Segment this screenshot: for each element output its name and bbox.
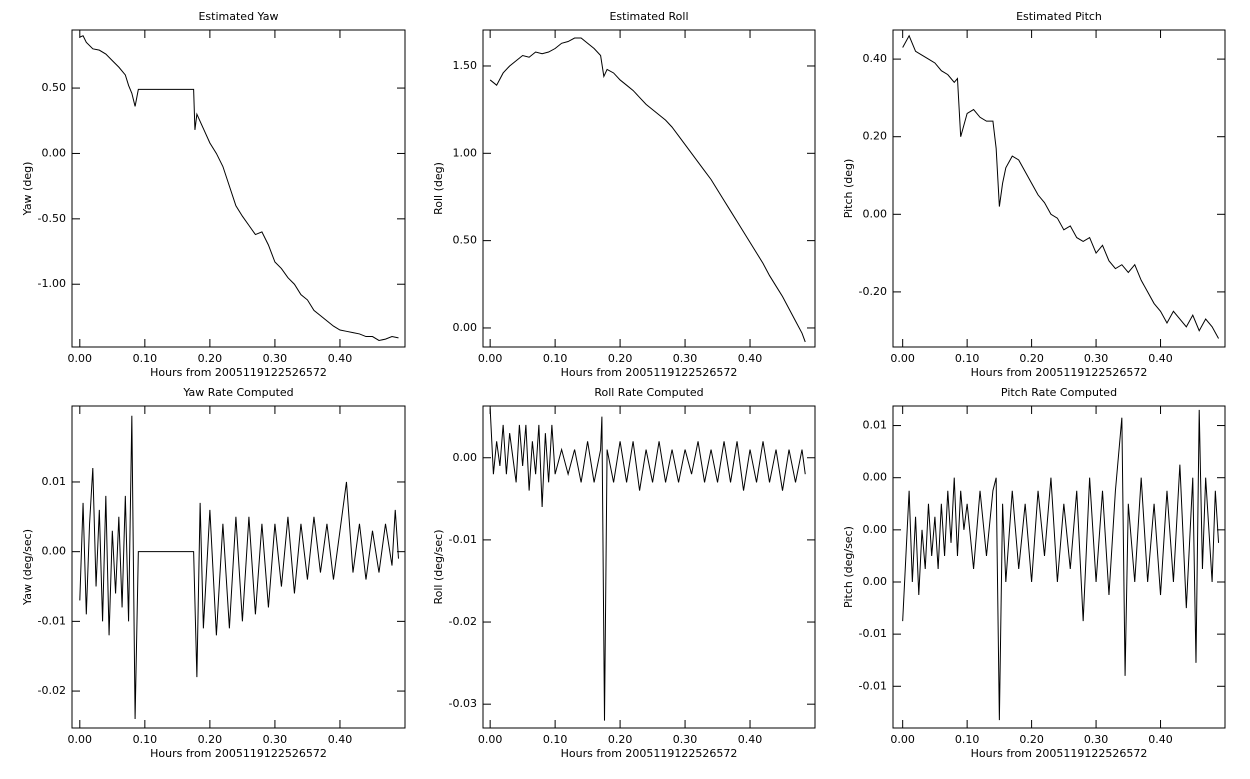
chart-title: Estimated Roll	[609, 10, 688, 23]
data-line	[902, 34, 1219, 339]
x-tick-label: 0.10	[543, 352, 568, 365]
y-axis-label: Yaw (deg)	[21, 162, 34, 217]
x-tick-label: 0.30	[1084, 733, 1109, 746]
y-tick-label: 1.50	[453, 59, 478, 72]
x-tick-label: 0.00	[68, 733, 93, 746]
y-tick-label: -0.01	[449, 533, 477, 546]
y-tick-label: -0.01	[859, 679, 887, 692]
y-tick-label: -0.02	[449, 615, 477, 628]
x-tick-label: 0.40	[738, 352, 763, 365]
plot-frame	[71, 29, 406, 348]
y-tick-label: 0.00	[863, 207, 888, 220]
x-tick-label: 0.00	[890, 352, 915, 365]
plot-frame	[482, 405, 816, 729]
y-tick-label: 0.20	[863, 130, 888, 143]
x-axis-label: Hours from 2005119122526572	[971, 747, 1148, 760]
plot-frame	[482, 29, 816, 348]
x-axis-label: Hours from 2005119122526572	[971, 366, 1148, 379]
x-tick-label: 0.40	[328, 733, 353, 746]
data-line	[489, 408, 806, 721]
x-tick-label: 0.30	[1084, 352, 1109, 365]
chart-title: Yaw Rate Computed	[182, 386, 293, 399]
x-tick-label: 0.20	[198, 352, 223, 365]
chart-title: Estimated Yaw	[198, 10, 278, 23]
chart-title: Roll Rate Computed	[594, 386, 703, 399]
x-tick-label: 0.40	[1148, 733, 1173, 746]
x-tick-label: 0.30	[263, 352, 288, 365]
data-line	[79, 35, 399, 341]
y-axis-label: Roll (deg)	[432, 162, 445, 215]
y-axis-label: Roll (deg/sec)	[432, 529, 445, 604]
y-axis-label: Pitch (deg/sec)	[842, 526, 855, 608]
x-tick-label: 0.40	[738, 733, 763, 746]
y-tick-label: 0.50	[42, 81, 67, 94]
x-tick-label: 0.30	[673, 352, 698, 365]
x-tick-label: 0.20	[608, 352, 633, 365]
x-axis-label: Hours from 2005119122526572	[561, 366, 738, 379]
y-tick-label: 0.00	[42, 545, 67, 558]
y-tick-label: 0.50	[453, 234, 478, 247]
chart-title: Estimated Pitch	[1016, 10, 1102, 23]
x-tick-label: 0.40	[328, 352, 353, 365]
plot-frame	[892, 405, 1226, 729]
y-tick-label: 0.40	[863, 52, 888, 65]
x-tick-label: 0.10	[955, 352, 980, 365]
y-tick-label: 1.00	[453, 146, 478, 159]
x-tick-label: 0.10	[543, 733, 568, 746]
x-tick-label: 0.20	[198, 733, 223, 746]
x-tick-label: 0.10	[133, 733, 158, 746]
y-tick-label: -0.02	[38, 684, 66, 697]
y-tick-label: 0.00	[863, 575, 888, 588]
y-tick-label: 0.00	[42, 146, 67, 159]
x-tick-label: 0.30	[263, 733, 288, 746]
y-tick-label: -0.03	[449, 697, 477, 710]
x-tick-label: 0.00	[890, 733, 915, 746]
y-tick-label: 0.01	[42, 475, 67, 488]
y-tick-label: 0.00	[863, 523, 888, 536]
x-tick-label: 0.30	[673, 733, 698, 746]
y-tick-label: -0.01	[859, 627, 887, 640]
x-axis-label: Hours from 2005119122526572	[150, 747, 327, 760]
y-tick-label: -0.01	[38, 614, 66, 627]
y-tick-label: 0.01	[863, 419, 888, 432]
plot-frame	[71, 405, 406, 729]
y-tick-label: -1.00	[38, 277, 66, 290]
x-tick-label: 0.10	[133, 352, 158, 365]
data-line	[902, 409, 1220, 721]
x-tick-label: 0.00	[478, 733, 503, 746]
x-tick-label: 0.00	[478, 352, 503, 365]
y-axis-label: Pitch (deg)	[842, 159, 855, 219]
x-tick-label: 0.20	[608, 733, 633, 746]
y-tick-label: -0.20	[859, 285, 887, 298]
y-tick-label: 0.00	[453, 321, 478, 334]
y-tick-label: 0.00	[453, 451, 478, 464]
x-tick-label: 0.20	[1019, 352, 1044, 365]
x-tick-label: 0.20	[1019, 733, 1044, 746]
data-line	[79, 415, 399, 719]
y-tick-label: -0.50	[38, 212, 66, 225]
x-tick-label: 0.00	[68, 352, 93, 365]
y-tick-label: 0.00	[863, 471, 888, 484]
x-axis-label: Hours from 2005119122526572	[150, 366, 327, 379]
chart-title: Pitch Rate Computed	[1001, 386, 1117, 399]
plot-frame	[892, 29, 1226, 348]
x-tick-label: 0.40	[1148, 352, 1173, 365]
data-line	[489, 37, 806, 343]
x-axis-label: Hours from 2005119122526572	[561, 747, 738, 760]
x-tick-label: 0.10	[955, 733, 980, 746]
y-axis-label: Yaw (deg/sec)	[21, 529, 34, 606]
